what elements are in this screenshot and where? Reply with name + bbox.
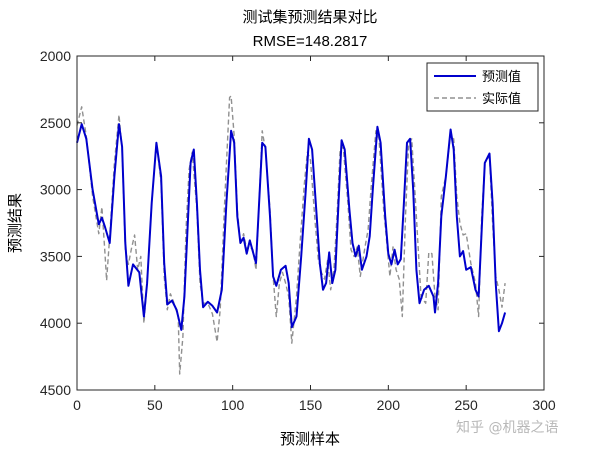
- chart-subtitle: RMSE=148.2817: [253, 33, 368, 50]
- x-tick-label: 100: [221, 397, 245, 413]
- watermark-text: 知乎 @机器之语: [456, 419, 558, 436]
- x-axis-label: 预测样本: [280, 430, 340, 448]
- x-tick-label: 0: [73, 397, 81, 413]
- legend-label-actual: 实际值: [482, 91, 521, 107]
- y-tick-label: 3000: [40, 182, 71, 198]
- y-tick-label: 4500: [40, 382, 71, 398]
- x-tick-label: 200: [377, 397, 401, 413]
- y-axis-label: 预测结果: [6, 193, 24, 253]
- y-tick-label: 2500: [40, 115, 71, 131]
- x-tick-label: 150: [299, 397, 323, 413]
- x-tick-label: 250: [454, 397, 478, 413]
- series-line-predicted: [76, 123, 507, 333]
- legend: 预测值 实际值: [426, 62, 539, 112]
- y-tick-label: 3500: [40, 248, 71, 264]
- chart-title: 测试集预测结果对比: [242, 8, 377, 26]
- y-axis: 2000 2500 3000 3500 4000 4500: [40, 48, 544, 398]
- y-tick-label: 4000: [40, 315, 71, 331]
- plot-area: [77, 56, 544, 390]
- series-layer: [76, 95, 507, 375]
- legend-label-predicted: 预测值: [482, 69, 521, 85]
- x-axis: 0 50 100 150 200 250 300: [73, 56, 556, 413]
- y-tick-label: 2000: [40, 48, 71, 64]
- legend-box: [426, 62, 539, 112]
- x-tick-label: 300: [532, 397, 556, 413]
- x-tick-label: 50: [147, 397, 163, 413]
